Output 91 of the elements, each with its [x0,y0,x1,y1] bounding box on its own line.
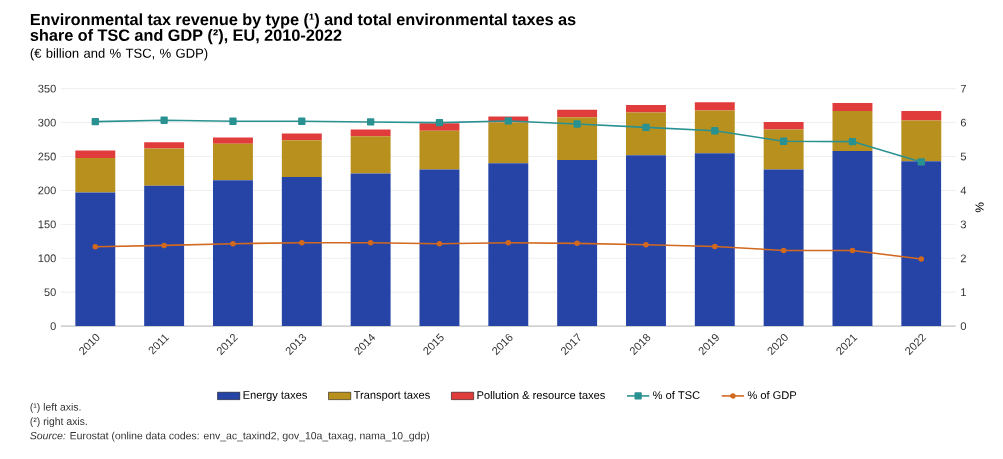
y-tick-label: 50 [44,288,56,297]
bar [557,117,598,160]
text: Source: Eurostat (online data codes: env_ac_taxind2, gov_10a_taxag, nama_10_gdp) [30,431,430,442]
bar [832,103,873,112]
legend-label: Transport taxes [353,391,430,402]
point [299,240,305,246]
point [573,120,581,128]
bar [281,140,322,177]
y2-tick-label: 7 [960,84,966,93]
bar [350,136,391,174]
bar [281,176,322,327]
legend-label: Pollution & resource taxes [477,391,605,400]
bar [419,169,460,327]
y-tick-label: 0 [50,322,56,331]
bar [488,163,529,327]
bar [75,157,116,193]
legend-label: % of GDP [747,391,797,400]
bar [694,110,735,154]
point [367,240,374,246]
bar [694,153,735,327]
point [92,244,99,250]
bar [213,143,253,181]
point [91,118,99,126]
y2-tick-label: 1 [961,288,966,297]
point [229,117,237,125]
bar [626,155,666,327]
bar [626,105,666,113]
bar [488,122,529,164]
bar [419,123,460,131]
bar [75,192,116,327]
point [848,138,857,146]
y2-tick-label: 6 [960,118,967,127]
point [918,256,925,262]
legend-label: % of TSC [653,391,700,400]
bar [901,161,942,327]
y2-tick-label: 5 [960,152,967,161]
y2-axis-title: % [975,202,984,213]
point [230,241,236,247]
bar [763,122,804,130]
bar [557,109,598,118]
bar [832,111,873,152]
bar [144,148,185,186]
point [435,119,444,127]
bar [213,180,253,327]
point [504,117,512,125]
bar [763,129,804,170]
bar [626,112,666,156]
point [574,240,580,247]
y2-tick-label: 2 [960,254,966,263]
bar [901,111,942,121]
text: (¹) left axis. [30,403,81,413]
point [780,247,787,254]
bar [75,150,116,158]
point [712,243,718,250]
bar [144,142,185,149]
point [642,123,650,132]
bar [350,129,391,137]
legend-label: Energy taxes [243,391,307,402]
bar [213,137,253,144]
chart-title: Environmental tax revenue by type (¹) and total environmental taxes as share of TSC and GDP (²), EU, 2010-2022 [30,13,576,45]
bar [144,185,185,327]
y2-tick-label: 4 [960,186,967,195]
text: (²) right axis. [30,417,87,428]
point [779,137,788,146]
bar [281,133,322,141]
bar [901,120,942,162]
bar [763,169,804,327]
point [711,127,719,135]
point [298,117,306,125]
y-tick-label: 100 [38,254,56,263]
y2-tick-label: 0 [960,322,967,331]
bar [694,102,735,111]
bar [419,130,460,170]
point [436,241,443,247]
y-tick-label: 250 [38,152,56,161]
point [849,247,856,254]
point [505,240,512,246]
y-tick-label: 350 [38,84,56,93]
bar [832,151,873,327]
bar [350,173,391,327]
point [917,158,925,166]
y2-tick-label: 3 [960,220,967,229]
y-tick-label: 300 [38,118,56,127]
y-tick-label: 150 [38,220,56,229]
y-tick-label: 200 [38,186,56,195]
point [160,116,168,124]
point [366,118,375,126]
bar [557,160,598,327]
chart-subtitle: (€ billion and % TSC, % GDP) [30,48,208,61]
point [643,242,649,248]
point [161,242,167,249]
